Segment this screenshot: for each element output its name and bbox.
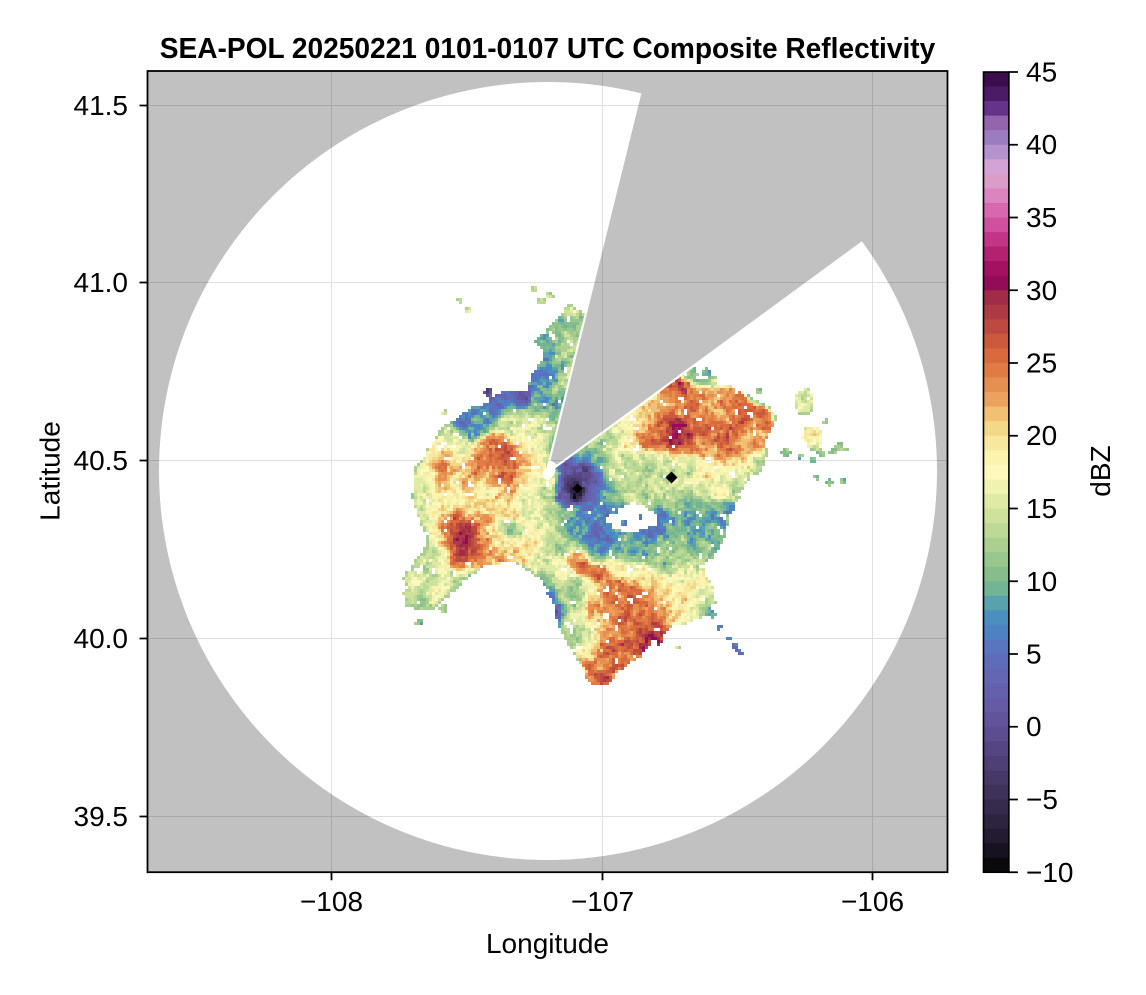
svg-text:40.5: 40.5 [74, 445, 129, 476]
svg-text:Latitude: Latitude [35, 421, 66, 521]
svg-text:40: 40 [1026, 129, 1057, 160]
svg-text:30: 30 [1026, 275, 1057, 306]
svg-text:39.5: 39.5 [74, 801, 129, 832]
svg-text:20: 20 [1026, 420, 1057, 451]
svg-text:SEA-POL 20250221 0101-0107 UTC: SEA-POL 20250221 0101-0107 UTC Composite… [160, 33, 936, 65]
svg-text:40.0: 40.0 [74, 623, 129, 654]
svg-text:5: 5 [1026, 639, 1042, 670]
svg-text:−108: −108 [300, 886, 363, 917]
svg-text:41.0: 41.0 [74, 267, 129, 298]
svg-text:45: 45 [1026, 57, 1057, 88]
svg-text:35: 35 [1026, 202, 1057, 233]
svg-text:41.5: 41.5 [74, 90, 129, 121]
svg-text:15: 15 [1026, 493, 1057, 524]
svg-text:10: 10 [1026, 566, 1057, 597]
svg-text:Longitude: Longitude [486, 928, 609, 959]
svg-text:−10: −10 [1026, 857, 1074, 888]
svg-text:0: 0 [1026, 711, 1042, 742]
svg-text:−107: −107 [571, 886, 634, 917]
svg-text:−5: −5 [1026, 784, 1058, 815]
svg-text:−106: −106 [841, 886, 904, 917]
svg-text:dBZ: dBZ [1085, 445, 1116, 496]
svg-text:25: 25 [1026, 348, 1057, 379]
